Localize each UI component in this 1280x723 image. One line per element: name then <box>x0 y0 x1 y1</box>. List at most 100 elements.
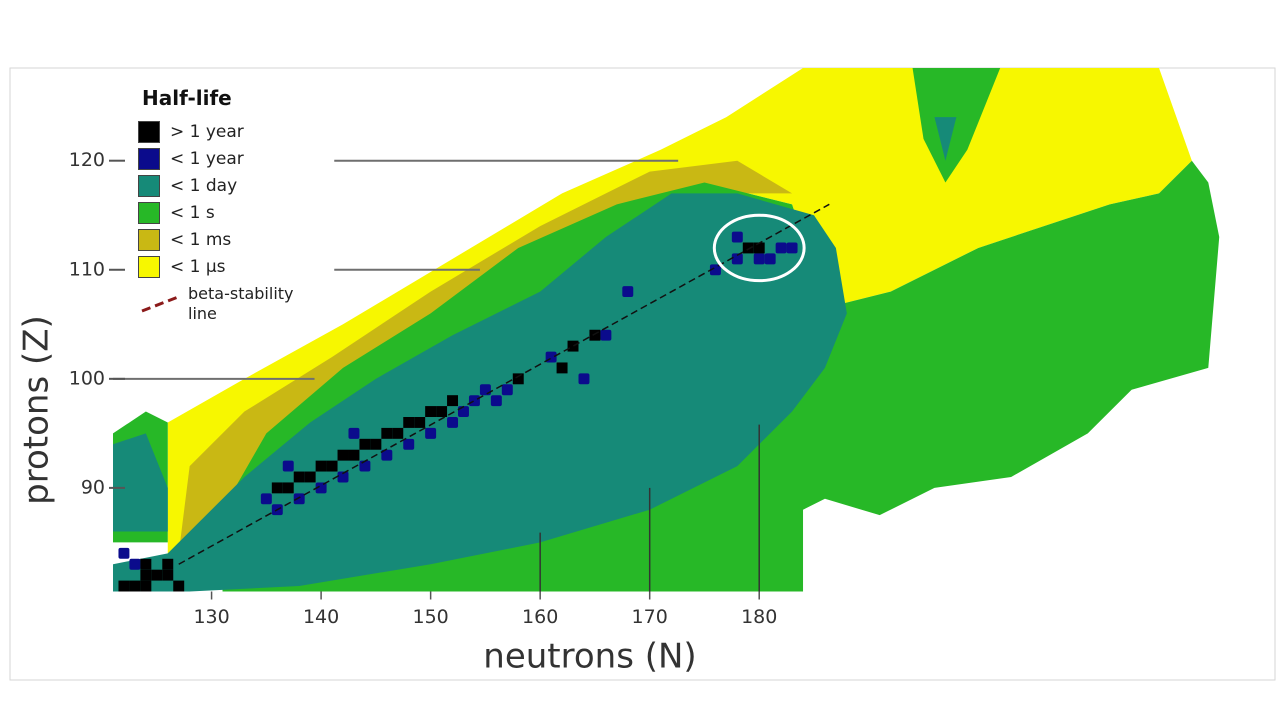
legend-label: < 1 μs <box>170 256 226 277</box>
legend-swatch <box>138 174 160 197</box>
nuclide-cell <box>173 580 185 592</box>
nuclide-cell <box>370 438 382 450</box>
nuclide-cell <box>622 286 634 298</box>
legend-label: < 1 ms <box>170 229 232 250</box>
nuclide-cell <box>501 384 513 396</box>
nuclide-cell <box>600 329 612 341</box>
nuclide-cell <box>348 449 360 461</box>
x-axis-label: neutrons (N) <box>483 637 696 677</box>
legend-entries: > 1 year < 1 year < 1 day < 1 s < 1 ms < 1 μs… <box>138 118 318 324</box>
nuclide-cell <box>282 482 294 494</box>
nuclide-cell <box>447 395 459 407</box>
nuclide-cell <box>162 569 174 581</box>
nuclide-cell <box>512 373 524 385</box>
nuclide-cell <box>578 373 590 385</box>
nuclide-cell <box>709 264 721 276</box>
y-tick-label: 100 <box>69 367 105 389</box>
nuclide-cell <box>731 231 743 243</box>
nuclide-cell <box>764 253 776 265</box>
nuclide-cell <box>567 340 579 352</box>
nuclide-cell <box>742 242 754 254</box>
legend-entry: < 1 s <box>138 199 318 226</box>
y-tick-label: 90 <box>81 476 105 498</box>
nuclide-cell <box>589 329 601 341</box>
nuclide-cell <box>403 417 415 428</box>
nuclide-cell <box>315 482 327 494</box>
legend-label: < 1 year <box>170 148 244 169</box>
nuclide-cell <box>129 580 141 592</box>
y-axis-label: protons (Z) <box>17 315 57 505</box>
legend-entry: < 1 year <box>138 145 318 172</box>
nuclide-cell <box>140 580 152 592</box>
legend-label: beta-stability line <box>188 284 294 323</box>
x-tick-label: 160 <box>522 606 558 628</box>
legend-swatch <box>138 255 160 278</box>
nuclide-cell <box>151 569 163 581</box>
nuclide-cell <box>425 427 437 439</box>
nuclide-cell <box>775 242 787 254</box>
x-tick-label: 170 <box>632 606 668 628</box>
nuclide-cell <box>359 438 371 450</box>
nuclide-cell <box>140 558 152 570</box>
nuclide-cell <box>293 471 305 483</box>
nuclide-cell <box>753 242 765 254</box>
nuclide-cell <box>304 471 316 483</box>
half-life-region <box>113 433 168 532</box>
nuclide-cell <box>479 384 491 396</box>
nuclide-cell <box>140 569 152 581</box>
legend-line-swatch <box>141 295 179 313</box>
legend-swatch <box>138 228 160 251</box>
half-life-region <box>934 117 957 161</box>
nuclide-cell <box>282 460 294 472</box>
nuclide-cell <box>468 395 480 407</box>
legend-entry: > 1 year <box>138 118 318 145</box>
legend-swatch <box>138 147 160 170</box>
plot-area <box>113 68 1220 592</box>
legend-entry: beta-stability line <box>138 284 318 324</box>
nuclide-cell <box>315 460 327 472</box>
nuclide-cell <box>753 253 765 265</box>
nuclide-cell <box>359 460 371 472</box>
nuclide-cell <box>271 482 283 494</box>
legend-swatch <box>138 201 160 224</box>
nuclide-cell <box>425 406 437 417</box>
x-tick-label: 180 <box>741 606 777 628</box>
nuclide-cell <box>118 547 130 559</box>
half-life-region <box>912 68 1001 183</box>
nuclide-cell <box>392 427 404 439</box>
nuclide-cell <box>786 242 798 254</box>
nuclide-cell <box>337 449 349 461</box>
nuclide-cell <box>381 449 393 461</box>
nuclide-cell <box>556 362 568 374</box>
legend-swatch <box>138 120 160 143</box>
nuclide-cell <box>403 438 415 450</box>
nuclide-cell <box>731 253 743 265</box>
legend: Half-life > 1 year < 1 year < 1 day < 1 s < … <box>126 76 330 330</box>
nuclide-cell <box>260 493 272 505</box>
nuclide-cell <box>326 460 338 472</box>
x-tick-label: 140 <box>303 606 339 628</box>
nuclide-cell <box>414 417 426 428</box>
half-life-region <box>167 68 1192 565</box>
nuclide-cell <box>490 395 502 407</box>
highlight-circle <box>712 213 806 283</box>
nuclide-cell <box>458 406 469 417</box>
y-tick-label: 110 <box>69 258 105 280</box>
legend-entry: < 1 ms <box>138 226 318 253</box>
x-tick-label: 130 <box>193 606 229 628</box>
frame <box>9 67 1276 681</box>
nuclide-cell <box>447 417 459 428</box>
nuclide-cell <box>348 427 360 439</box>
legend-label: < 1 s <box>170 202 215 223</box>
nuclide-cell <box>118 580 130 592</box>
legend-entry: < 1 μs <box>138 253 318 280</box>
nuclide-cell <box>436 406 448 417</box>
nuclide-cell <box>337 471 349 483</box>
nuclide-cell <box>129 558 141 570</box>
nuclide-cell <box>293 493 305 505</box>
nuclide-cell <box>381 427 393 439</box>
x-tick-label: 150 <box>412 606 448 628</box>
legend-title: Half-life <box>142 86 232 110</box>
nuclide-cell <box>162 558 174 570</box>
